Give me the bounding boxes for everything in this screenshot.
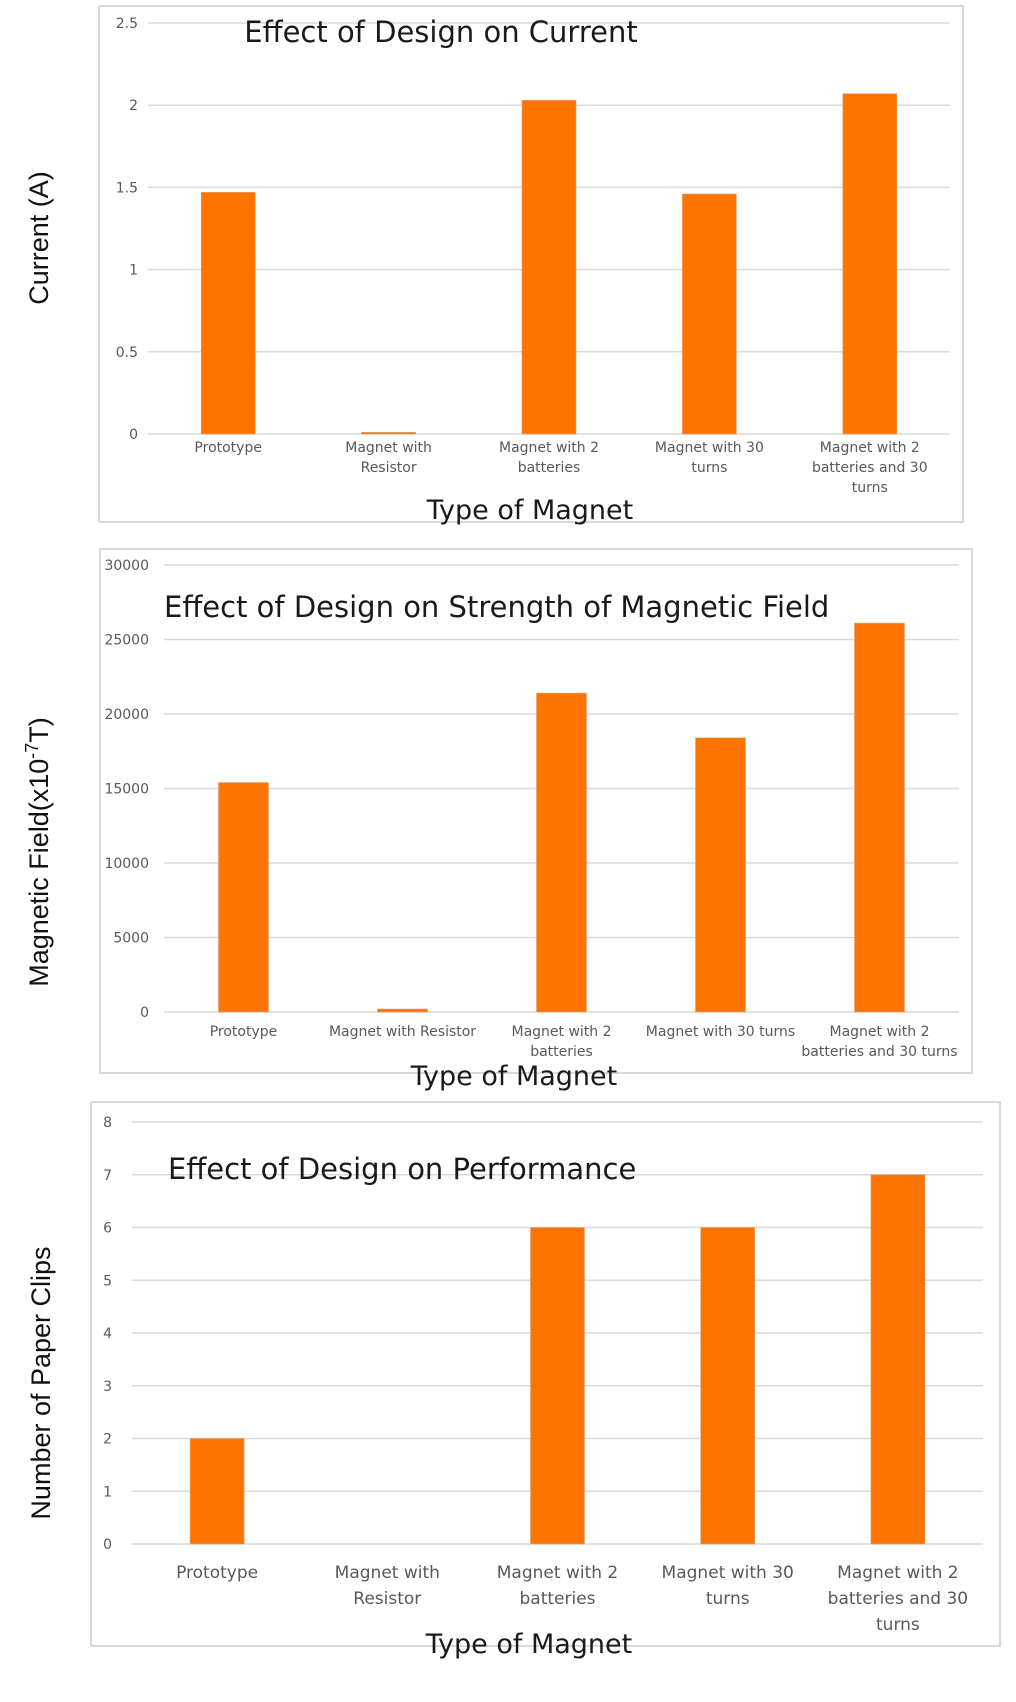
- y-tick-label: 10000: [104, 856, 149, 872]
- x-axis-title: Type of Magnet: [426, 495, 634, 526]
- bar: [682, 193, 737, 435]
- bar: [530, 1227, 585, 1545]
- chart-3: 0 1 2 3 4 5 6 7 8 Effect of Design on Performance…: [26, 1101, 1001, 1660]
- chart-title: Effect of Design on Performance: [168, 1152, 636, 1186]
- y-axis-title: Magnetic Field(x10-7T): [22, 717, 54, 987]
- x-category-label: Magnet with 2 batteries: [511, 1024, 611, 1060]
- y-tick-label: 0: [140, 1005, 149, 1021]
- y-tick-label: 2: [103, 1432, 112, 1448]
- bar: [700, 1227, 756, 1545]
- bar: [842, 93, 898, 435]
- y-tick-label: 5: [103, 1273, 112, 1289]
- y-tick-label: 4: [103, 1326, 112, 1342]
- chart-title: Effect of Design on Current: [244, 15, 637, 49]
- chart-title: Effect of Design on Strength of Magnetic…: [164, 590, 829, 624]
- chart-2: 0 5000 10000 15000 20000 25000 30000 Effect of …: [22, 548, 973, 1092]
- x-category-label: Magnet with 30 turns: [662, 1563, 794, 1609]
- y-tick-label: 0: [103, 1537, 112, 1553]
- y-tick-label: 8: [103, 1115, 112, 1131]
- y-tick-label: 1: [129, 263, 138, 279]
- x-category-label: Prototype: [194, 440, 262, 456]
- bar: [695, 737, 746, 1013]
- x-category-label: Magnet with 2 batteries and 30 turns: [828, 1563, 968, 1635]
- bar: [189, 1438, 245, 1545]
- bar: [854, 622, 905, 1013]
- y-tick-label: 1.5: [116, 180, 138, 196]
- x-category-label: Magnet with 2 batteries and 30 turns: [812, 440, 928, 496]
- x-category-label: Magnet with 2 batteries: [499, 440, 599, 476]
- x-axis-title: Type of Magnet: [425, 1629, 633, 1660]
- bar: [218, 782, 269, 1013]
- y-tick-label: 5000: [113, 931, 149, 947]
- y-tick-label: 0: [129, 427, 138, 443]
- y-tick-label: 0.5: [116, 345, 138, 361]
- y-tick-label: 3: [103, 1379, 112, 1395]
- x-axis-title: Type of Magnet: [410, 1061, 618, 1092]
- x-category-label: Magnet with 2 batteries and 30 turns: [801, 1024, 957, 1060]
- y-axis-title: Number of Paper Clips: [26, 1246, 56, 1519]
- y-tick-label: 20000: [104, 707, 149, 723]
- x-category-label: Magnet with Resistor: [335, 1563, 440, 1609]
- x-category-label: Magnet with Resistor: [329, 1024, 476, 1040]
- y-tick-label: 6: [103, 1221, 112, 1237]
- x-category-label: Magnet with 30 turns: [646, 1024, 795, 1040]
- bar: [200, 192, 256, 435]
- y-tick-label: 1: [103, 1484, 112, 1500]
- bar: [870, 1174, 926, 1545]
- x-category-label: Magnet with Resistor: [345, 440, 432, 476]
- bar: [521, 99, 577, 435]
- x-category-label: Prototype: [176, 1563, 258, 1583]
- bar: [536, 692, 587, 1013]
- y-axis-title: Current (A): [24, 171, 54, 305]
- y-tick-label: 2.5: [116, 16, 138, 32]
- y-tick-label: 2: [129, 98, 138, 114]
- y-tick-label: 7: [103, 1168, 112, 1184]
- x-category-label: Prototype: [210, 1024, 278, 1040]
- bar: [361, 432, 416, 435]
- y-tick-label: 30000: [104, 558, 149, 574]
- x-category-label: Magnet with 2 batteries: [497, 1563, 618, 1609]
- bar: [377, 1008, 428, 1013]
- x-category-label: Magnet with 30 turns: [655, 440, 764, 476]
- y-tick-label: 25000: [104, 633, 149, 649]
- chart-1: 0 0.5 1 1.5 2 2.5 Effect of Design on Current P…: [24, 5, 964, 526]
- y-tick-label: 15000: [104, 782, 149, 798]
